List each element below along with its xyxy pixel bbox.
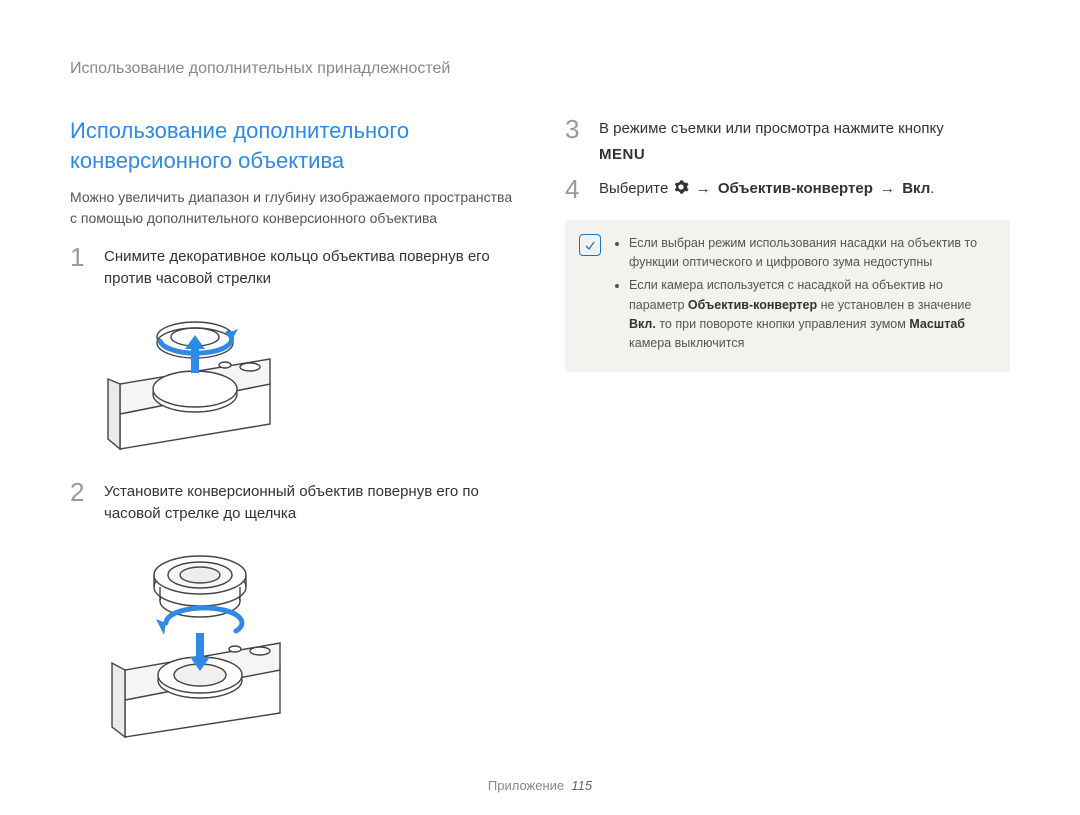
menu-path-1: Объектив-конвертер [718, 180, 873, 197]
step-4-prefix: Выберите [599, 180, 668, 197]
step-3-text: В режиме съемки или просмотра нажмите кн… [599, 120, 944, 137]
note-bold: Масштаб [909, 317, 965, 331]
note-text: камера выключится [629, 336, 744, 350]
step-4: 4 Выберите → Объектив-конвертер → Вкл. [565, 176, 1010, 202]
step-number: 1 [70, 244, 92, 290]
arrow-icon: → [693, 180, 714, 197]
step-3: 3 В режиме съемки или просмотра нажмите … [565, 116, 1010, 166]
gear-icon [673, 179, 689, 195]
note-box: Если выбран режим использования насадки … [565, 220, 1010, 372]
lead-paragraph: Можно увеличить диапазон и глубину изобр… [70, 187, 515, 228]
step-text: В режиме съемки или просмотра нажмите кн… [599, 116, 944, 166]
breadcrumb: Использование дополнительных принадлежно… [70, 60, 1010, 78]
menu-button-label: MENU [599, 144, 944, 166]
step-number: 3 [565, 116, 587, 166]
step-1: 1 Снимите декоративное кольцо объектива … [70, 244, 515, 290]
illustration-attach-lens [100, 535, 515, 750]
note-item-2: Если камера используется с насадкой на о… [629, 276, 994, 354]
note-text: то при повороте кнопки управления зумом [656, 317, 909, 331]
illustration-remove-ring [100, 299, 515, 459]
arrow-icon: → [877, 180, 898, 197]
step-number: 2 [70, 479, 92, 525]
menu-path-2: Вкл [902, 180, 930, 197]
step-text: Установите конверсионный объектив поверн… [104, 479, 515, 525]
step-2: 2 Установите конверсионный объектив пове… [70, 479, 515, 525]
footer-label: Приложение [488, 778, 564, 793]
note-bold: Вкл. [629, 317, 656, 331]
section-heading: Использование дополнительного конверсион… [70, 116, 515, 175]
page-footer: Приложение 115 [0, 778, 1080, 793]
step-text: Выберите → Объектив-конвертер → Вкл. [599, 176, 934, 202]
step-number: 4 [565, 176, 587, 202]
step-text: Снимите декоративное кольцо объектива по… [104, 244, 515, 290]
note-icon [579, 234, 601, 256]
page-number: 115 [571, 778, 592, 793]
note-item-1: Если выбран режим использования насадки … [629, 234, 994, 273]
right-column: 3 В режиме съемки или просмотра нажмите … [565, 116, 1010, 770]
note-text: не установлен в значение [817, 298, 971, 312]
note-bold: Объектив-конвертер [688, 298, 817, 312]
left-column: Использование дополнительного конверсион… [70, 116, 515, 770]
